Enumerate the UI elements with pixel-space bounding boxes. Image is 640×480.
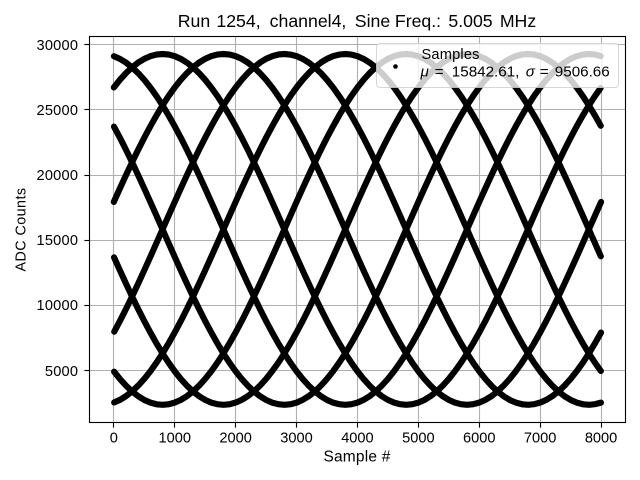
svg-text:μ=15842.61,σ=9506.66: μ = 15842.61, σ = 9506.66: [420, 64, 610, 81]
svg-text:5000: 5000: [402, 431, 434, 447]
svg-text:8000: 8000: [585, 431, 617, 447]
svg-text:7000: 7000: [524, 431, 556, 447]
svg-text:4000: 4000: [341, 431, 373, 447]
svg-text:0: 0: [110, 431, 118, 447]
svg-text:3000: 3000: [280, 431, 312, 447]
svg-text:25000: 25000: [36, 103, 78, 119]
svg-text:30000: 30000: [36, 38, 78, 54]
svg-text:5000: 5000: [45, 364, 78, 380]
svg-text:15000: 15000: [36, 233, 78, 249]
svg-text:1000: 1000: [158, 431, 190, 447]
svg-text:ADC Counts: ADC Counts: [14, 188, 30, 272]
svg-text:Samples: Samples: [422, 47, 480, 63]
svg-text:2000: 2000: [219, 431, 251, 447]
svg-text:20000: 20000: [36, 168, 78, 184]
svg-text:6000: 6000: [463, 431, 495, 447]
svg-text:10000: 10000: [36, 298, 78, 314]
svg-text:Sample #: Sample #: [323, 449, 390, 466]
